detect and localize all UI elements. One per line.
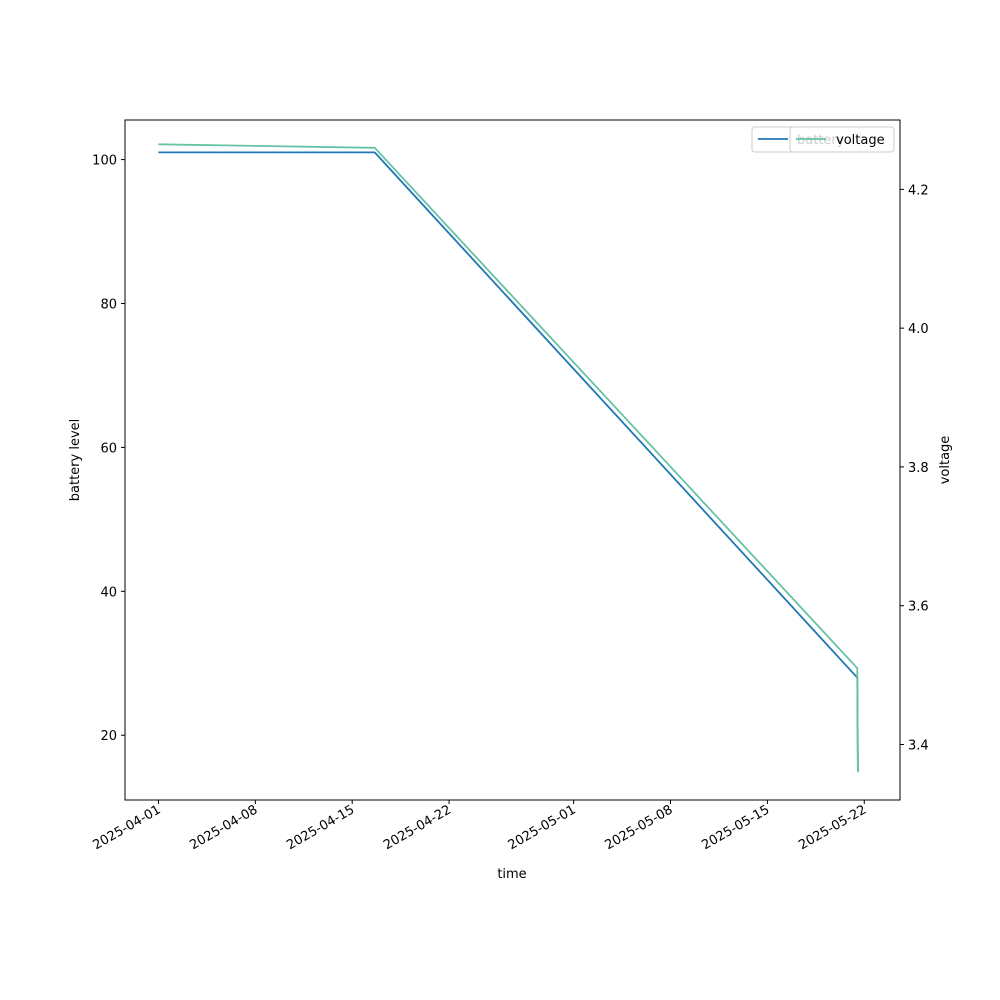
x-tick-label: 2025-05-01 — [506, 802, 579, 853]
x-tick-label: 2025-04-01 — [91, 802, 164, 853]
left-y-tick-label: 20 — [100, 729, 117, 744]
left-y-tick-label: 40 — [100, 585, 117, 600]
legend-voltage: voltage — [789, 126, 895, 153]
x-tick-label: 2025-04-15 — [284, 802, 357, 853]
x-tick-label: 2025-05-15 — [699, 802, 772, 853]
x-axis-ticks: 2025-04-01 2025-04-08 2025-04-15 2025-04-22… — [91, 800, 869, 853]
series-line-battery — [158, 151, 859, 772]
left-y-axis-ticks: 20 40 60 80 100 — [92, 154, 125, 744]
left-y-tick-label: 60 — [100, 441, 117, 456]
series-line-voltage — [158, 143, 859, 773]
right-y-tick-label: 4.0 — [908, 322, 929, 337]
right-y-axis-ticks: 3.4 3.6 3.8 4.0 4.2 — [900, 183, 929, 753]
x-axis-label: time — [497, 867, 526, 882]
plot-frame — [124, 119, 901, 801]
right-y-tick-label: 4.2 — [908, 183, 929, 198]
legend-voltage-box — [789, 126, 895, 153]
left-y-axis-label: battery level — [68, 419, 83, 502]
x-tick-label: 2025-04-08 — [187, 802, 260, 853]
right-y-tick-label: 3.4 — [908, 738, 929, 753]
left-y-tick-label: 100 — [92, 154, 117, 169]
x-tick-label: 2025-05-08 — [603, 802, 676, 853]
x-tick-label: 2025-04-22 — [381, 802, 454, 853]
left-y-tick-label: 80 — [100, 297, 117, 312]
legend-voltage-label: voltage — [836, 133, 885, 148]
right-y-tick-label: 3.8 — [908, 461, 929, 476]
plot-lines — [158, 143, 859, 773]
x-tick-label: 2025-05-22 — [796, 802, 869, 853]
right-y-axis-label: voltage — [938, 436, 953, 485]
right-y-tick-label: 3.6 — [908, 600, 929, 615]
